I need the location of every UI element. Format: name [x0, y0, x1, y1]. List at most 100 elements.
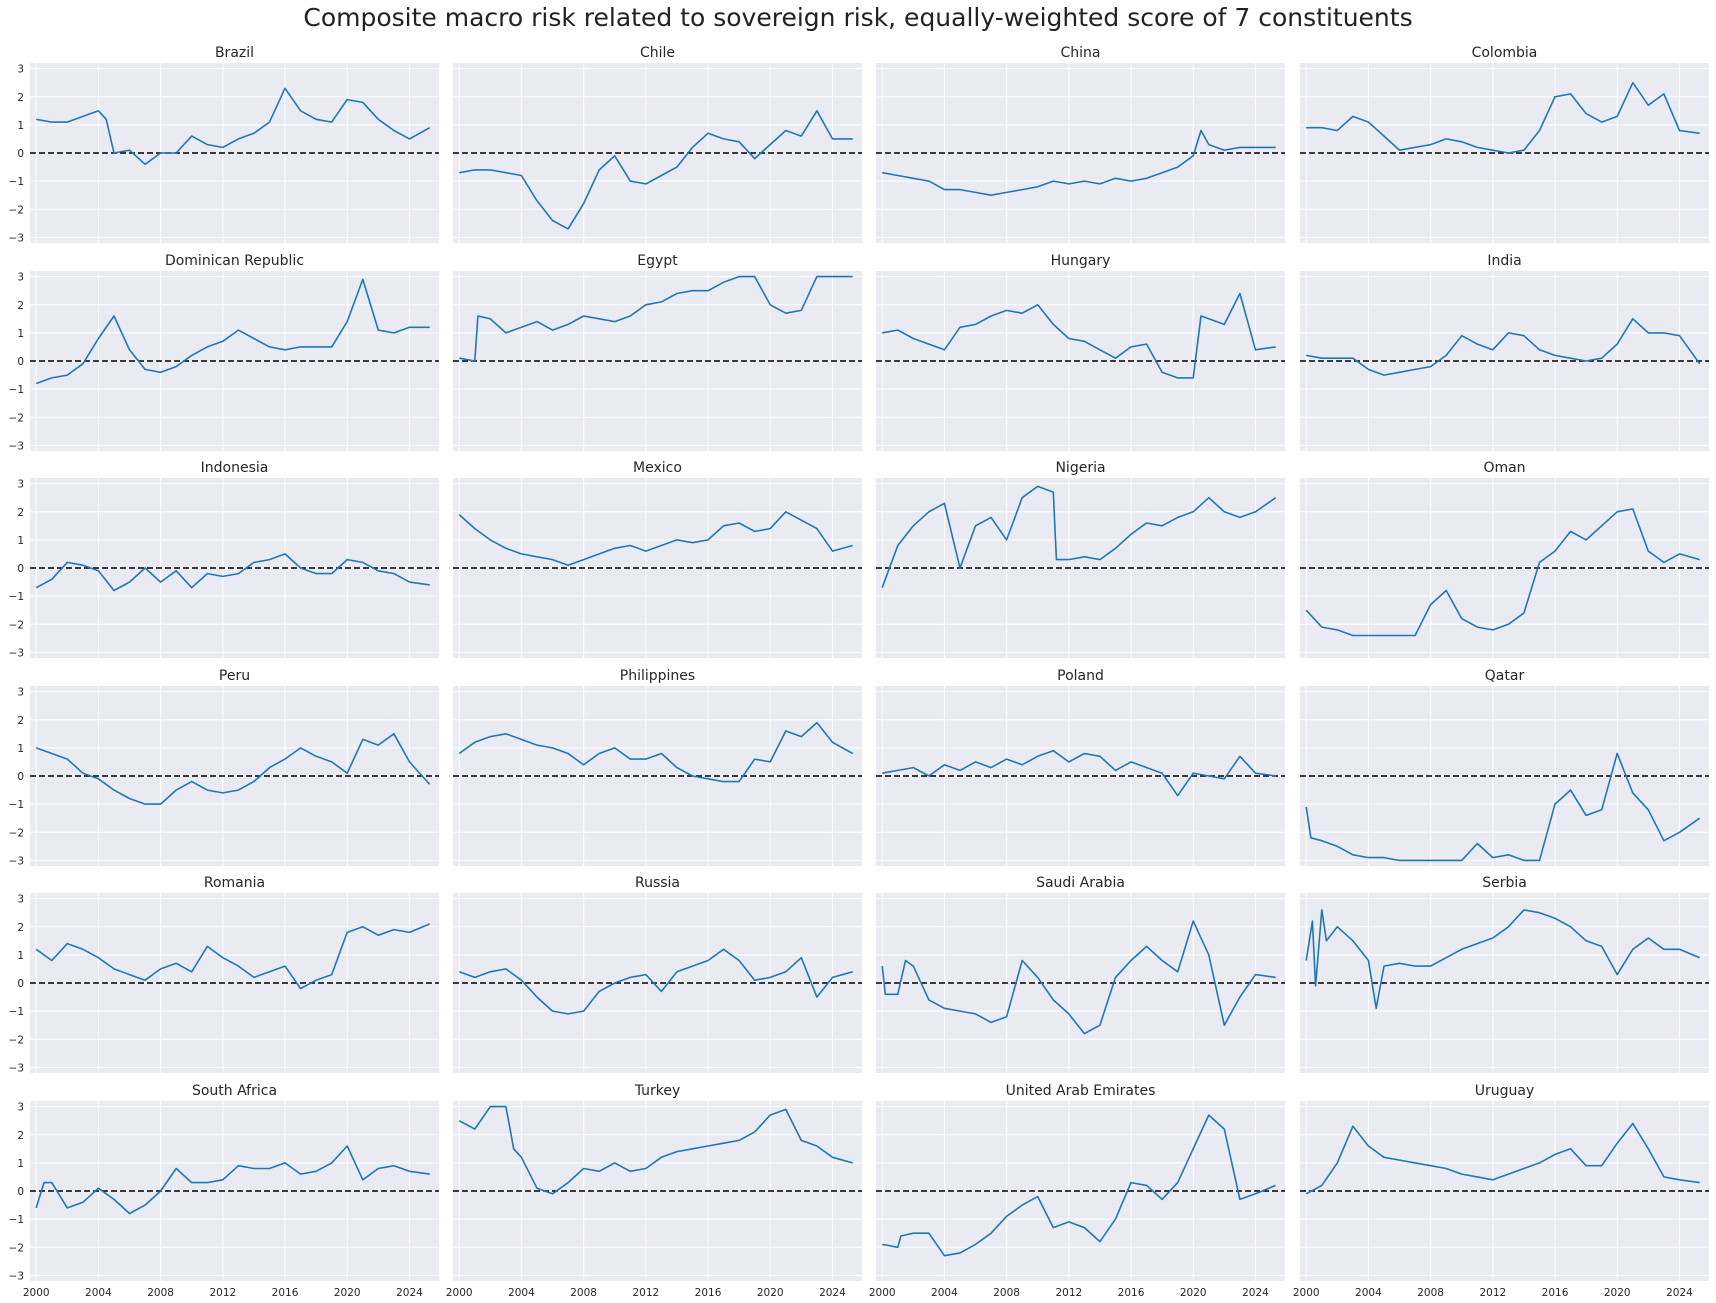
x-tick-label: 2008	[147, 1287, 174, 1299]
panel-title: Uruguay	[1475, 1083, 1535, 1099]
x-tick-label: 2004	[508, 1287, 535, 1299]
panel-dominican-republic: Dominican Republic −3 −2 −1 0 1 2 3	[9, 253, 439, 452]
x-tick-label: 2004	[931, 1287, 958, 1299]
series-line	[458, 721, 854, 783]
y-tick-label: −3	[9, 1270, 24, 1282]
series-line	[35, 732, 431, 805]
series-line	[881, 485, 1277, 588]
panel-qatar: Qatar	[1300, 668, 1709, 866]
x-tick-label: 2004	[1355, 1287, 1382, 1299]
panel-nigeria: Nigeria	[876, 460, 1285, 658]
y-tick-label: −2	[9, 1034, 24, 1046]
x-tick-label: 2020	[334, 1287, 361, 1299]
panel-title: Dominican Republic	[165, 253, 304, 269]
series-line	[882, 129, 1276, 196]
panel-title: Hungary	[1051, 253, 1111, 269]
y-tick-label: −3	[9, 647, 24, 659]
panel-peru: Peru −3 −2 −1 0 1 2 3	[9, 668, 439, 867]
x-tick-label: 2016	[272, 1287, 299, 1299]
y-tick-label: 1	[17, 1158, 24, 1170]
y-tick-label: −2	[9, 412, 24, 424]
panel-oman: Oman	[1300, 460, 1709, 658]
panel-title: Qatar	[1485, 668, 1525, 684]
y-tick-label: −3	[9, 1062, 24, 1074]
series-line	[1305, 752, 1701, 862]
panel-title: India	[1487, 253, 1521, 269]
y-tick-label: −2	[9, 827, 24, 839]
x-tick-label: 2012	[632, 1287, 659, 1299]
panel-india: India	[1300, 253, 1709, 451]
y-tick-label: 0	[17, 1186, 24, 1198]
panel-title: Egypt	[637, 253, 678, 269]
panel-china: China	[876, 45, 1285, 243]
panel-serbia: Serbia	[1300, 875, 1709, 1073]
y-tick-label: 3	[17, 1102, 24, 1114]
series-line	[35, 553, 430, 592]
series-line	[1305, 1122, 1700, 1195]
x-tick-label: 2012	[1055, 1287, 1082, 1299]
panel-title: Peru	[219, 668, 250, 684]
x-tick-label: 2008	[570, 1287, 597, 1299]
panel-grid: Brazil −3 −2 −1 0 1 2 3 Chile China Colombia Domini…	[9, 45, 1709, 1299]
panel-title: Russia	[635, 875, 680, 891]
y-tick-label: 3	[17, 894, 24, 906]
x-tick-label: 2016	[1118, 1287, 1145, 1299]
y-tick-label: −1	[9, 176, 24, 188]
panel-title: Poland	[1057, 668, 1104, 684]
series-line	[35, 278, 430, 385]
panel-title: United Arab Emirates	[1006, 1083, 1156, 1099]
x-tick-label: 2024	[819, 1287, 846, 1299]
y-tick-label: 2	[17, 1130, 24, 1142]
y-tick-label: −3	[9, 855, 24, 867]
panel-title: Serbia	[1482, 875, 1527, 891]
panel-title: Brazil	[215, 45, 254, 61]
panel-title: Colombia	[1472, 45, 1538, 61]
y-tick-label: −1	[9, 384, 24, 396]
y-tick-label: 3	[17, 687, 24, 699]
x-tick-label: 2008	[993, 1287, 1020, 1299]
y-tick-label: 2	[17, 715, 24, 727]
panel-egypt: Egypt	[453, 253, 862, 451]
y-tick-label: −3	[9, 440, 24, 452]
y-tick-label: 0	[17, 771, 24, 783]
x-tick-label: 2020	[1604, 1287, 1631, 1299]
y-tick-label: 0	[17, 148, 24, 160]
panel-title: Turkey	[634, 1083, 681, 1099]
x-tick-label: 2024	[1666, 1287, 1693, 1299]
y-tick-label: 2	[17, 507, 24, 519]
y-tick-label: 0	[17, 356, 24, 368]
y-tick-label: −2	[9, 1242, 24, 1254]
y-tick-label: 2	[17, 922, 24, 934]
panel-title: Indonesia	[201, 460, 269, 476]
y-tick-label: 2	[17, 300, 24, 312]
series-line	[459, 275, 853, 362]
y-tick-label: 3	[17, 64, 24, 76]
x-tick-label: 2004	[85, 1287, 112, 1299]
series-line	[458, 948, 853, 1015]
series-line	[35, 1145, 430, 1215]
series-line	[458, 1105, 853, 1195]
y-tick-label: −1	[9, 799, 24, 811]
y-tick-label: −2	[9, 204, 24, 216]
panel-title: Saudi Arabia	[1036, 875, 1125, 891]
series-line	[459, 110, 853, 230]
panel-title: Romania	[204, 875, 265, 891]
panel-russia: Russia	[453, 875, 862, 1073]
panel-turkey: Turkey 2000 2004 2008 2012 2016 2020 2024	[446, 1083, 862, 1299]
y-tick-label: −1	[9, 1214, 24, 1226]
y-tick-label: 0	[17, 978, 24, 990]
panel-saudi-arabia: Saudi Arabia	[876, 875, 1285, 1073]
panel-title: Oman	[1483, 460, 1525, 476]
y-tick-label: 0	[17, 563, 24, 575]
panel-south-africa: South Africa −3 −2 −1 0 1 2 3 2000 2004 2008 2012 20…	[9, 1083, 439, 1299]
figure-title: Composite macro risk related to sovereig…	[303, 3, 1412, 32]
panel-colombia: Colombia	[1300, 45, 1709, 243]
x-tick-label: 2024	[396, 1287, 423, 1299]
panel-chile: Chile	[453, 45, 862, 243]
x-tick-label: 2016	[695, 1287, 722, 1299]
y-tick-label: 1	[17, 328, 24, 340]
series-line	[1305, 909, 1701, 1010]
series-line	[1306, 317, 1701, 376]
panel-uruguay: Uruguay 2000 2004 2008 2012 2016 2020 2024	[1293, 1083, 1709, 1299]
